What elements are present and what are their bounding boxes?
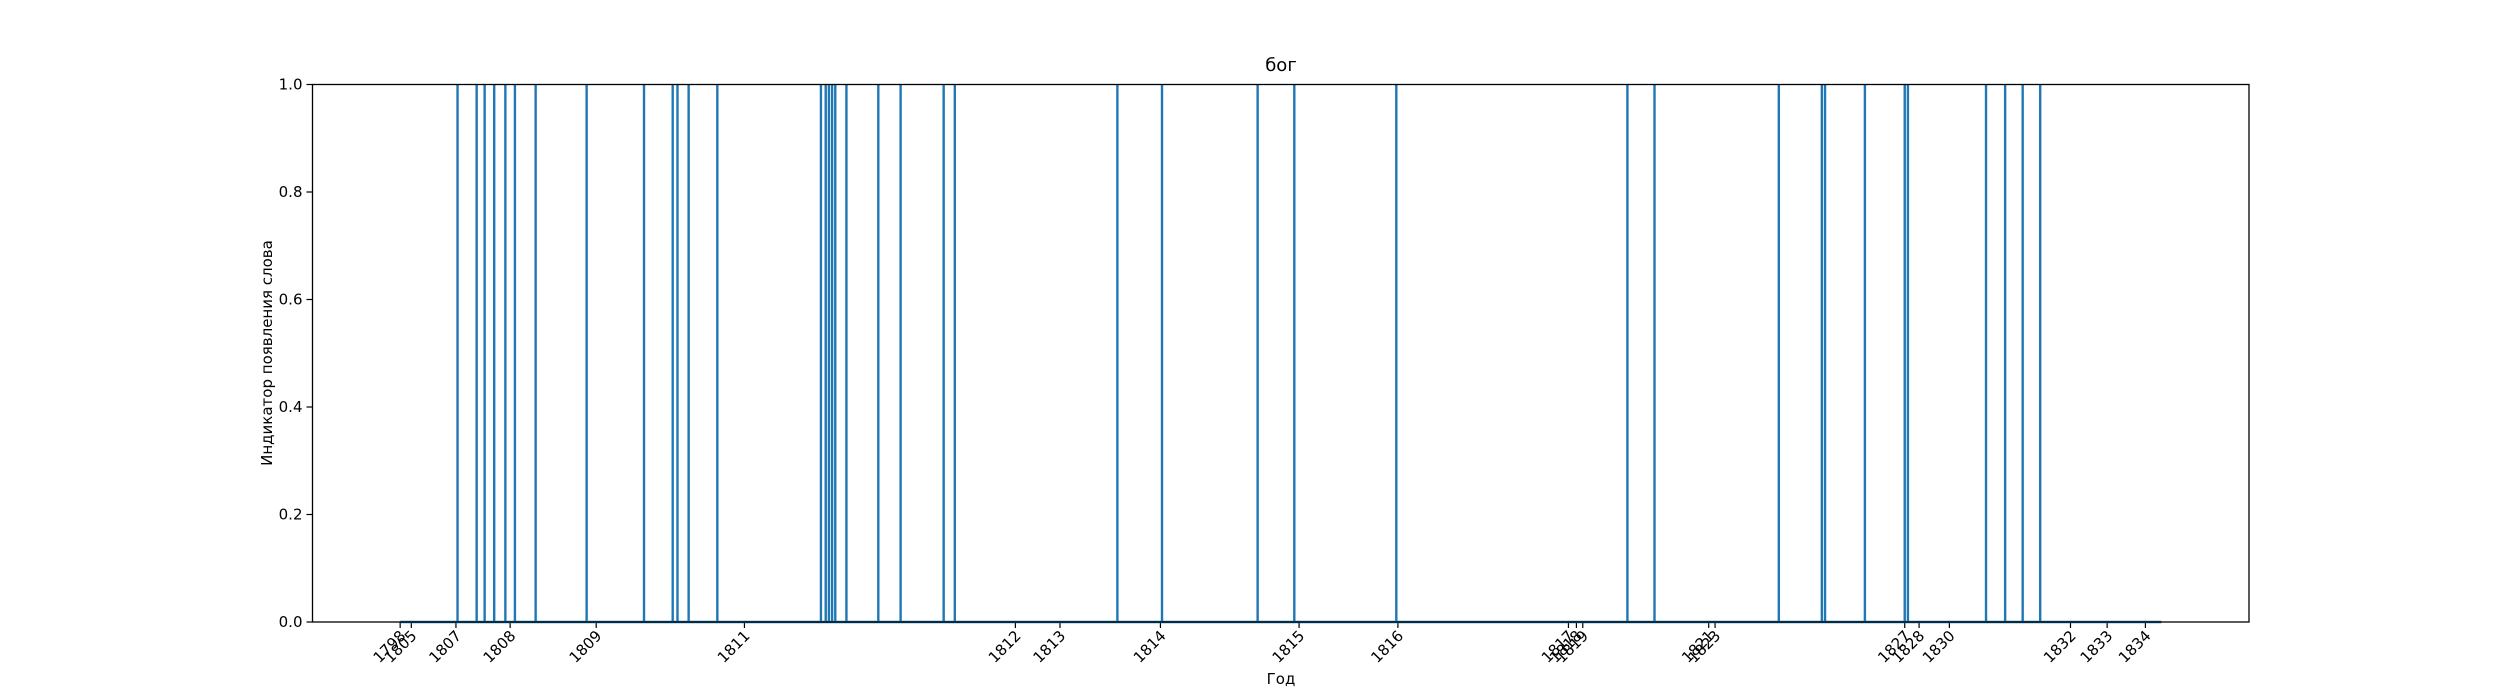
- x-tick-label: 1807: [425, 627, 465, 667]
- x-tick-label: 1815: [1269, 627, 1309, 667]
- x-tick-label: 1833: [2077, 627, 2117, 667]
- y-tick-label: 0.8: [279, 183, 303, 201]
- y-tick-label: 0.4: [279, 398, 303, 416]
- x-tick-label: 1813: [1029, 627, 1069, 667]
- x-tick-label: 1809: [566, 627, 606, 667]
- x-tick-label: 1814: [1130, 627, 1170, 667]
- y-tick-label: 0.0: [279, 613, 303, 631]
- x-tick-label: 1816: [1367, 627, 1407, 667]
- y-tick-label: 0.2: [279, 506, 303, 524]
- x-tick-label: 1805: [381, 627, 421, 667]
- x-tick-label: 1832: [2040, 627, 2080, 667]
- y-tick-label: 1.0: [279, 76, 303, 94]
- x-tick-label: 1808: [480, 627, 520, 667]
- chart-title: бог: [1265, 55, 1297, 76]
- y-tick-label: 0.6: [279, 291, 303, 309]
- x-tick-label: 1823: [1685, 627, 1725, 667]
- plot-frame: [311, 83, 2250, 623]
- x-axis-label: Год: [1267, 670, 1296, 688]
- x-tick-label: 1834: [2115, 627, 2155, 667]
- x-tick-label: 1830: [1919, 627, 1959, 667]
- x-tick-label: 1812: [985, 627, 1025, 667]
- x-tick-label: 1811: [714, 627, 754, 667]
- y-axis-label: Индикатор появления слова: [258, 240, 276, 466]
